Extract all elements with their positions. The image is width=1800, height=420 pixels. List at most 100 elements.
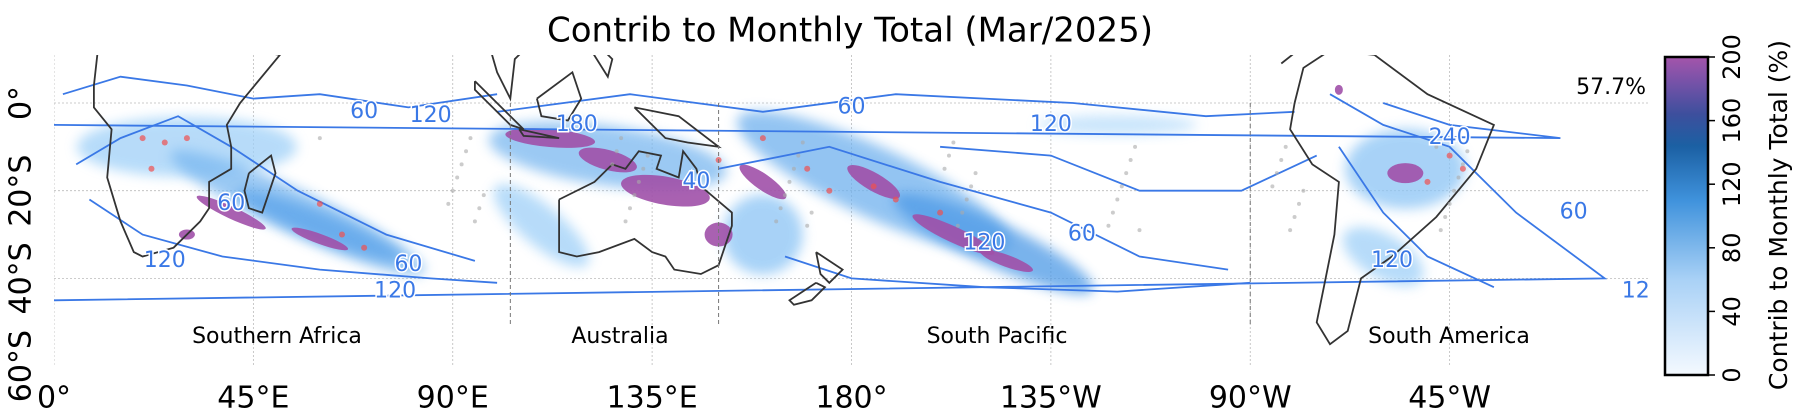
- coastline: [633, 106, 722, 149]
- obs-point: [1447, 201, 1452, 206]
- map-title: Contrib to Monthly Total (Mar/2025): [547, 11, 1153, 51]
- x-tick-label: 135°W: [1000, 381, 1102, 416]
- obs-point: [960, 210, 965, 215]
- obs-point: [1110, 210, 1115, 215]
- colorbar-tick-label: 120: [1718, 161, 1746, 207]
- precip-shade: [76, 116, 297, 177]
- obs-point: [1292, 215, 1297, 220]
- coastline: [243, 154, 277, 214]
- region-label: South America: [1368, 324, 1530, 349]
- contour-label: 120: [963, 230, 1005, 255]
- obs-point: [1106, 223, 1111, 228]
- coastline: [593, 55, 614, 79]
- obs-point: [481, 193, 486, 198]
- obs-point: [964, 197, 969, 202]
- contour-label: 180: [556, 112, 598, 137]
- obs-point: [1283, 144, 1288, 149]
- obs-point: [1119, 184, 1124, 189]
- coastline: [518, 128, 560, 139]
- precip-core: [739, 164, 787, 200]
- obs-point: [645, 153, 650, 158]
- colorbar: [1663, 55, 1710, 377]
- contour-line: [718, 145, 1229, 271]
- coastline: [93, 55, 282, 258]
- obs-point: [783, 193, 788, 198]
- x-tick-label: 90°E: [417, 381, 489, 416]
- x-tick-label: 135°E: [607, 381, 698, 416]
- annotation: 57.7%: [1576, 75, 1646, 100]
- coastline: [1289, 55, 1496, 346]
- obs-point: [619, 136, 624, 141]
- obs-point: [969, 184, 974, 189]
- precip-core: [1387, 163, 1424, 184]
- obs-point: [1446, 152, 1453, 159]
- obs-point: [1456, 175, 1461, 180]
- obs-point: [1124, 171, 1129, 176]
- precip-core: [621, 174, 710, 207]
- obs-point: [450, 188, 455, 193]
- contour-label: 60: [1068, 222, 1096, 247]
- precip-shade: [236, 189, 404, 262]
- obs-point: [1460, 162, 1465, 167]
- precip-shade: [493, 184, 590, 268]
- y-tick-label: 20°S: [4, 155, 39, 227]
- obs-point: [826, 187, 833, 194]
- obs-point: [778, 206, 783, 211]
- colorbar-tick-label: 40: [1718, 296, 1746, 327]
- contour-line: [54, 93, 1608, 302]
- precip-core: [912, 214, 995, 255]
- obs-point: [148, 165, 155, 172]
- precip-core: [1334, 84, 1343, 95]
- colorbar-tick-label: 160: [1718, 98, 1746, 144]
- contour-label: 60: [217, 191, 245, 216]
- colorbar-tick-label: 0: [1718, 367, 1746, 382]
- contour-label: 120: [410, 103, 452, 128]
- coastline: [536, 70, 583, 122]
- contour-label: 120: [1030, 112, 1072, 137]
- contour-line: [496, 93, 1295, 118]
- obs-point: [759, 135, 766, 142]
- region-label: Southern Africa: [192, 324, 362, 349]
- contour-label: 40: [682, 169, 710, 194]
- obs-point: [1128, 158, 1133, 163]
- x-tick-label: 0°: [37, 381, 71, 416]
- contour-label: 120: [1371, 248, 1413, 273]
- colorbar-tick-label: 200: [1718, 34, 1746, 80]
- precip-core: [704, 222, 733, 247]
- y-tick-label: 60°S: [4, 330, 39, 402]
- y-tick-label: 0°: [4, 86, 39, 120]
- contour-label: 60: [838, 94, 866, 119]
- obs-point: [805, 223, 810, 228]
- obs-point: [636, 179, 641, 184]
- obs-point: [641, 166, 646, 171]
- contour-label: 120: [374, 279, 416, 304]
- precip-core: [578, 147, 637, 173]
- obs-point: [632, 193, 637, 198]
- contour-line: [54, 102, 1561, 139]
- obs-point: [1133, 144, 1138, 149]
- obs-point: [942, 166, 947, 171]
- obs-point: [951, 140, 956, 145]
- obs-point: [870, 183, 877, 190]
- coastline: [1280, 55, 1294, 65]
- contour-label: 120: [144, 248, 186, 273]
- obs-point: [338, 231, 345, 238]
- contour-label: 60: [1560, 200, 1588, 225]
- obs-point: [1438, 228, 1443, 233]
- obs-point: [937, 209, 944, 216]
- obs-point: [455, 175, 460, 180]
- obs-point: [1443, 215, 1448, 220]
- precip-shade: [1037, 114, 1198, 135]
- precip-core: [847, 165, 901, 199]
- contour-label: 12: [1622, 279, 1650, 304]
- obs-point: [459, 162, 464, 167]
- obs-point: [139, 135, 146, 142]
- obs-point: [973, 171, 978, 176]
- obs-point: [1115, 197, 1120, 202]
- precip-shade: [722, 194, 803, 275]
- obs-point: [1424, 178, 1431, 185]
- precip-shade: [1342, 226, 1424, 286]
- precip-core: [980, 249, 1033, 272]
